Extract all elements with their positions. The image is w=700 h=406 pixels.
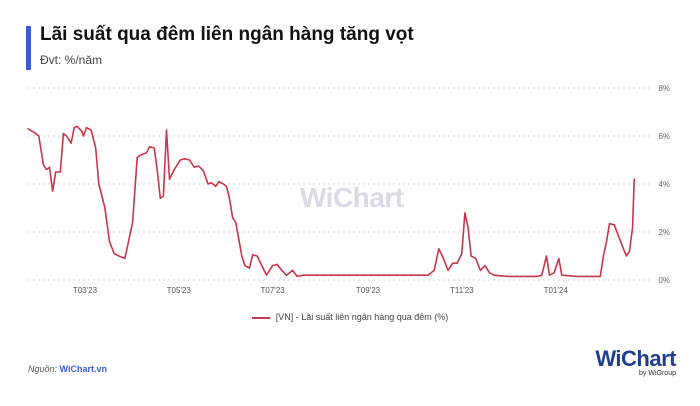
- y-tick-label: 8%: [658, 84, 670, 93]
- x-tick-label: T05'23: [167, 286, 192, 295]
- legend-label: [VN] - Lãi suất liên ngân hàng qua đêm (…: [275, 312, 449, 322]
- series-line: [27, 125, 635, 278]
- legend[interactable]: [VN] - Lãi suất liên ngân hàng qua đêm (…: [0, 312, 700, 322]
- title-accent-bar: [26, 26, 31, 70]
- y-tick-label: 2%: [658, 228, 670, 237]
- brand-logo[interactable]: WiChart by WiGroup: [595, 346, 676, 377]
- x-tick-label: T03'23: [73, 286, 98, 295]
- x-tick-label: T01'24: [544, 286, 569, 295]
- chart-title: Lãi suất qua đêm liên ngân hàng tăng vọt: [40, 24, 414, 45]
- logo-subtext: by WiGroup: [639, 370, 676, 377]
- y-tick-label: 6%: [658, 132, 670, 141]
- chart-subtitle: Đvt: %/năm: [40, 53, 103, 67]
- source-link[interactable]: WiChart.vn: [59, 364, 107, 374]
- legend-swatch: [251, 316, 270, 319]
- watermark-logo: WiChart: [300, 182, 404, 213]
- x-tick-label: T11'23: [450, 286, 474, 295]
- x-axis: T03'23 T05'23 T07'23 T09'23 T11'23 T01'24: [73, 286, 569, 295]
- source-prefix: Nguồn:: [28, 364, 60, 374]
- y-tick-label: 0%: [658, 276, 670, 285]
- x-tick-label: T09'23: [356, 286, 381, 295]
- grid-lines: [28, 87, 652, 281]
- logo-text: WiChart: [595, 346, 676, 371]
- y-tick-label: 4%: [658, 180, 670, 189]
- x-tick-label: T07'23: [261, 286, 286, 295]
- y-axis: 0% 2% 4% 6% 8%: [658, 84, 670, 285]
- source-note: Nguồn: WiChart.vn: [28, 364, 107, 374]
